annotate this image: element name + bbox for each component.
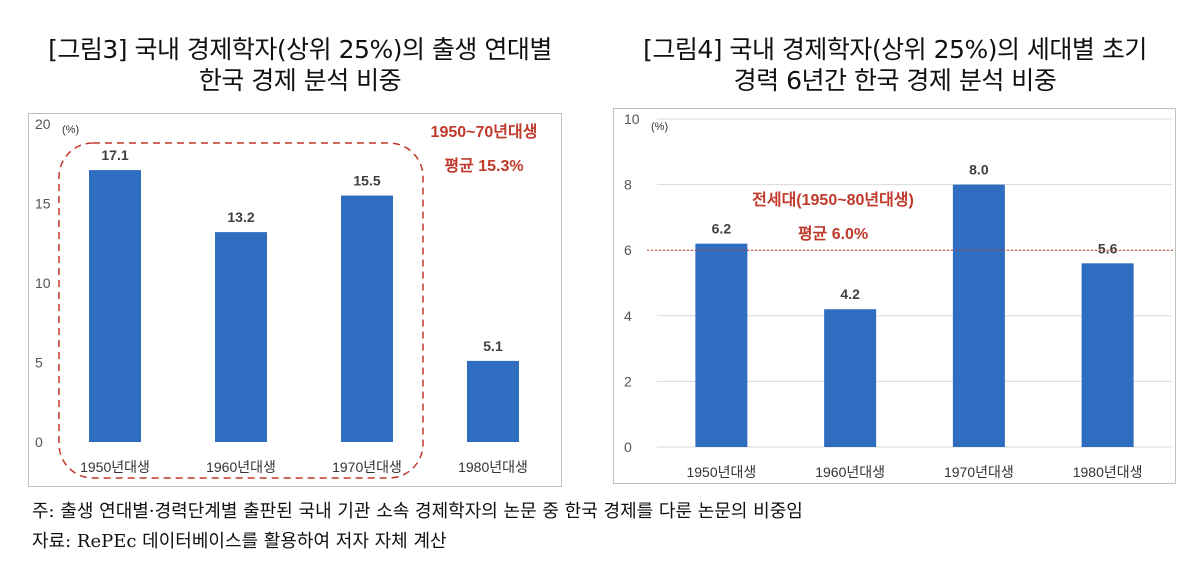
chart-2-y-tick-label: 8 [624,177,632,193]
chart-1-data-label: 13.2 [227,209,254,225]
chart-1-data-label: 5.1 [483,338,503,354]
chart-1-bar-2 [215,232,267,442]
chart-1-category-label: 1950년대생 [80,459,150,475]
chart-2-category-label: 1950년대생 [686,464,756,480]
chart-1-data-label: 15.5 [353,173,380,189]
chart-1-y-tick-label: 20 [35,116,51,132]
chart-1-y-tick-label: 10 [35,275,51,291]
chart-1-svg: 0 5 10 15 20 (%) 17.1 1950년대생 13.2 1960년대생 15.5 197… [35,116,538,479]
chart-2-y-tick-label: 10 [624,111,640,127]
chart-2-title-line-2: 경력 6년간 한국 경제 분석 비중 [733,66,1057,95]
chart-2-category-label: 1970년대생 [944,464,1014,480]
chart-1-y-tick-label: 0 [35,434,43,450]
chart-2-title-line-1: [그림4] 국내 경제학자(상위 25%)의 세대별 초기 [643,35,1147,64]
chart-1-unit-label: (%) [62,124,79,136]
chart-1-title-line-2: 한국 경제 분석 비중 [198,66,402,95]
chart-1-title-line-1: [그림3] 국내 경제학자(상위 25%)의 출생 연대별 [48,35,552,64]
chart-2-svg: 0 2 4 6 8 10 (%) 6.2 1950년대생 4.2 1960년대생 8.0 1970년대생… [624,111,1182,480]
chart-2-data-label: 6.2 [712,221,732,237]
chart-2-bar-4 [1081,263,1134,447]
chart-2-y-tick-label: 6 [624,242,632,258]
source-line: 자료: RePEc 데이터베이스를 활용하여 저자 자체 계산 [32,531,447,552]
chart-2-title: [그림4] 국내 경제학자(상위 25%)의 세대별 초기 경력 6년간 한국 … [595,34,1195,96]
chart-2-data-label: 5.6 [1098,240,1118,256]
chart-1-y-tick-label: 15 [35,196,51,212]
chart-2-data-label: 8.0 [969,162,989,178]
chart-2-data-label: 4.2 [840,286,860,302]
chart-2-category-label: 1960년대생 [815,464,885,480]
chart-2-y-tick-label: 0 [624,439,632,455]
chart-1-callout-text: 평균 15.3% [444,157,523,175]
chart-1-y-tick-label: 5 [35,355,43,371]
note-line: 주: 출생 연대별·경력단계별 출판된 국내 기관 소속 경제학자의 논문 중 … [32,501,803,522]
chart-1-bar-1 [89,170,141,443]
chart-2-bar-1 [695,243,748,447]
chart-1-category-label: 1980년대생 [458,459,528,475]
chart-2-callout-text: 전세대(1950~80년대생) [752,190,914,209]
chart-2-bar-2 [824,309,877,447]
chart-2-unit-label: (%) [651,121,668,133]
chart-2-y-tick-label: 2 [624,373,632,389]
chart-1-frame: 0 5 10 15 20 (%) 17.1 1950년대생 13.2 1960년대생 15.5 197… [28,113,562,487]
chart-1-title: [그림3] 국내 경제학자(상위 25%)의 출생 연대별 한국 경제 분석 비… [20,34,580,96]
chart-1-category-label: 1960년대생 [206,459,276,475]
chart-2-category-label: 1980년대생 [1073,464,1143,480]
chart-1-category-label: 1970년대생 [332,459,402,475]
chart-2-frame: 0 2 4 6 8 10 (%) 6.2 1950년대생 4.2 1960년대생 8.0 1970년대생… [613,108,1182,484]
chart-1-callout-text: 1950~70년대생 [431,122,538,141]
chart-1-bar-4 [467,360,519,442]
chart-1-data-label: 17.1 [101,147,128,163]
chart-2-y-tick-label: 4 [624,308,632,324]
chart-2-callout-text: 평균 6.0% [798,225,868,243]
chart-1-bar-3 [341,195,393,442]
chart-2-bar-3 [952,184,1005,447]
notes: 주: 출생 연대별·경력단계별 출판된 국내 기관 소속 경제학자의 논문 중 … [32,497,1182,557]
chart-1-highlight-box [58,142,424,479]
